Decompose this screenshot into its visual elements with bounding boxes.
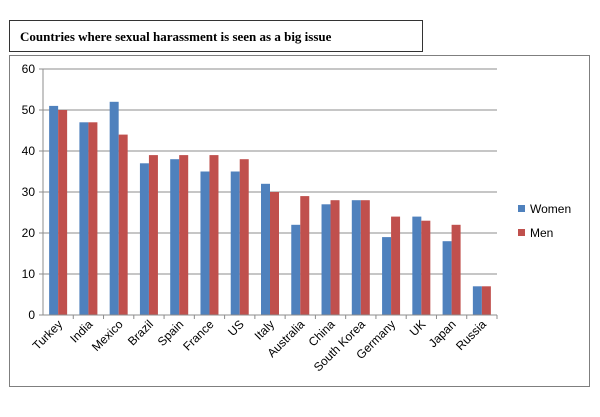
bar-men-germany <box>391 216 401 315</box>
bar-men-uk <box>421 220 431 315</box>
bar-men-japan <box>451 224 461 315</box>
y-tick-label: 50 <box>22 103 36 117</box>
bar-men-italy <box>270 192 279 315</box>
bar-women-india <box>79 122 89 315</box>
bar-women-spain <box>170 159 180 315</box>
bar-men-india <box>88 122 98 315</box>
bar-men-brazil <box>148 155 158 315</box>
legend-label-women: Women <box>530 202 571 216</box>
bar-women-south-korea <box>351 200 361 315</box>
bar-men-mexico <box>118 134 128 315</box>
bar-men-south-korea <box>360 200 370 315</box>
y-tick-label: 30 <box>22 185 36 199</box>
legend: Women Men <box>518 202 571 240</box>
bar-women-china <box>321 204 331 315</box>
x-tick-label: Brazil <box>125 317 156 348</box>
bar-women-turkey <box>49 105 59 316</box>
bar-men-turkey <box>58 110 68 315</box>
y-tick-label: 0 <box>28 308 35 322</box>
bar-men-russia <box>481 286 491 315</box>
bar-women-australia <box>291 224 301 315</box>
legend-swatch-men <box>518 229 525 236</box>
x-tick-label: UK <box>407 317 429 339</box>
x-tick-label: Japan <box>426 317 459 350</box>
x-tick-label: Russia <box>453 317 489 353</box>
bar-men-china <box>330 200 340 315</box>
bars-layer <box>49 101 491 316</box>
bar-women-uk <box>412 216 422 315</box>
bar-women-italy <box>261 183 270 315</box>
x-tick-label: Turkey <box>30 317 66 353</box>
y-tick-label: 20 <box>22 226 36 240</box>
y-tick-label: 60 <box>22 62 36 76</box>
bar-men-australia <box>300 196 310 315</box>
y-tick-label: 10 <box>22 267 36 281</box>
bar-women-russia <box>472 286 482 315</box>
bar-women-mexico <box>109 101 119 315</box>
bar-men-spain <box>179 155 189 315</box>
legend-swatch-women <box>518 205 525 212</box>
y-tick-label: 40 <box>22 144 36 158</box>
bar-men-us <box>239 159 249 315</box>
bar-women-germany <box>382 237 392 315</box>
x-tick-label: Italy <box>252 317 277 342</box>
x-tick-label: US <box>225 317 247 339</box>
chart-title-box: Countries where sexual harassment is see… <box>9 20 423 52</box>
bar-women-us <box>230 171 240 315</box>
legend-label-men: Men <box>530 226 553 240</box>
bar-women-japan <box>442 241 452 315</box>
x-tick-label: France <box>180 317 217 354</box>
bar-women-brazil <box>139 163 149 315</box>
chart-title: Countries where sexual harassment is see… <box>20 29 332 44</box>
bar-men-france <box>209 155 219 315</box>
x-tick-label: Mexico <box>89 317 126 354</box>
bar-women-france <box>200 171 210 315</box>
